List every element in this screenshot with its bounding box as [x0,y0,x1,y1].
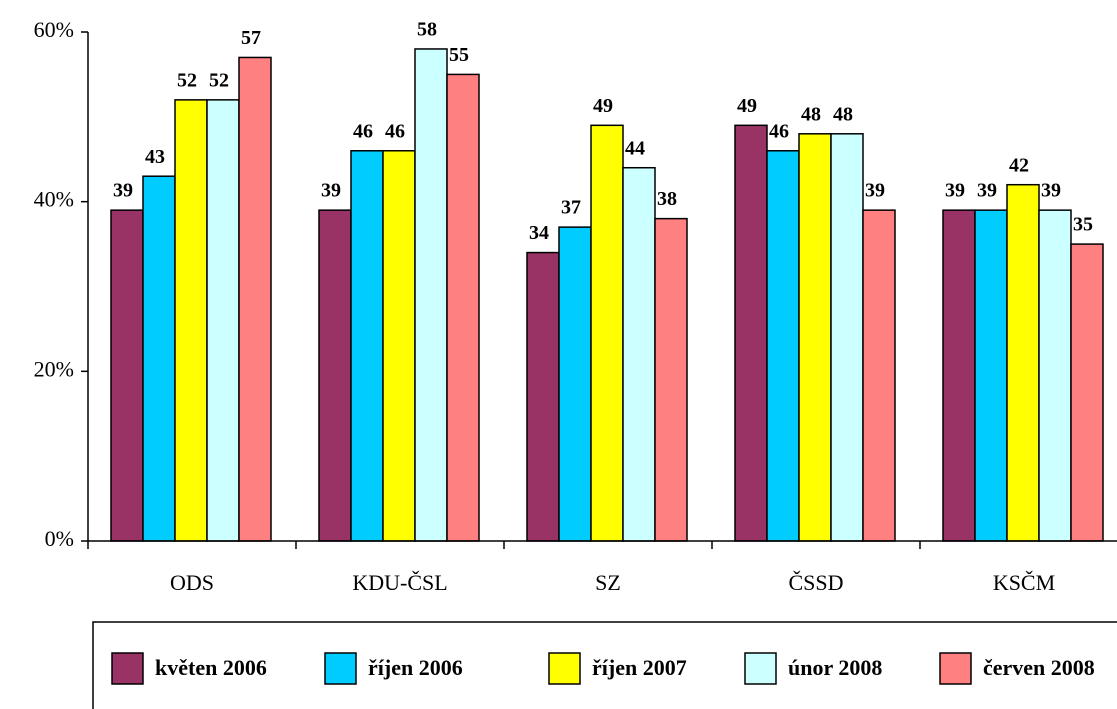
data-label: 39 [977,180,997,202]
data-label: 44 [625,137,645,159]
legend-label: červen 2008 [983,655,1095,680]
bar [734,124,768,542]
data-label: 48 [833,103,853,125]
bar [1038,209,1072,542]
bar [414,48,448,542]
y-tick-label: 20% [34,356,74,381]
data-label: 39 [321,180,341,202]
legend-label: květen 2006 [155,655,267,680]
data-label: 58 [417,19,437,41]
data-label: 52 [209,69,229,91]
legend-swatch [324,652,357,685]
data-label: 39 [1041,180,1061,202]
legend-label: únor 2008 [788,655,882,680]
bar [862,209,896,542]
bar [206,99,240,542]
data-label: 49 [593,95,613,117]
x-tick-label: SZ [595,570,621,595]
bar [1070,243,1104,542]
legend-swatch [744,652,777,685]
bar [526,251,560,542]
legend-swatch [548,652,581,685]
bar [382,150,416,542]
bar [654,217,688,542]
data-label: 38 [657,188,677,210]
bar [798,133,832,542]
x-tick-label: ODS [170,570,214,595]
data-label: 46 [353,120,373,142]
bar [142,175,176,542]
bar [238,56,272,542]
bar [590,124,624,542]
data-label: 46 [385,120,405,142]
data-label: 55 [449,44,469,66]
data-label: 35 [1073,214,1093,236]
bar [318,209,352,542]
data-label: 39 [865,180,885,202]
data-label: 43 [145,146,165,168]
data-label: 46 [769,120,789,142]
bar [558,226,592,542]
x-tick-label: KSČM [993,570,1055,595]
bar [622,166,656,542]
bar [830,133,864,542]
data-label: 37 [561,197,581,219]
y-tick-label: 60% [34,17,74,42]
bar [350,150,384,542]
bar [942,209,976,542]
y-tick-label: 0% [45,526,74,551]
data-label: 57 [241,27,261,49]
bar [1006,183,1040,542]
bar [110,209,144,542]
bar [974,209,1008,542]
legend-swatch [939,652,972,685]
data-label: 39 [945,180,965,202]
data-label: 39 [113,180,133,202]
bar [174,99,208,542]
legend-label: říjen 2006 [368,655,463,680]
legend-label: říjen 2007 [592,655,687,680]
data-label: 34 [529,222,549,244]
x-tick-label: KDU-ČSL [352,570,447,595]
data-label: 42 [1009,154,1029,176]
bar [446,73,480,542]
data-label: 49 [737,95,757,117]
y-tick-label: 40% [34,187,74,212]
bar [766,150,800,542]
data-label: 52 [177,69,197,91]
x-tick-label: ČSSD [788,570,843,595]
legend-swatch [111,652,144,685]
data-label: 48 [801,103,821,125]
